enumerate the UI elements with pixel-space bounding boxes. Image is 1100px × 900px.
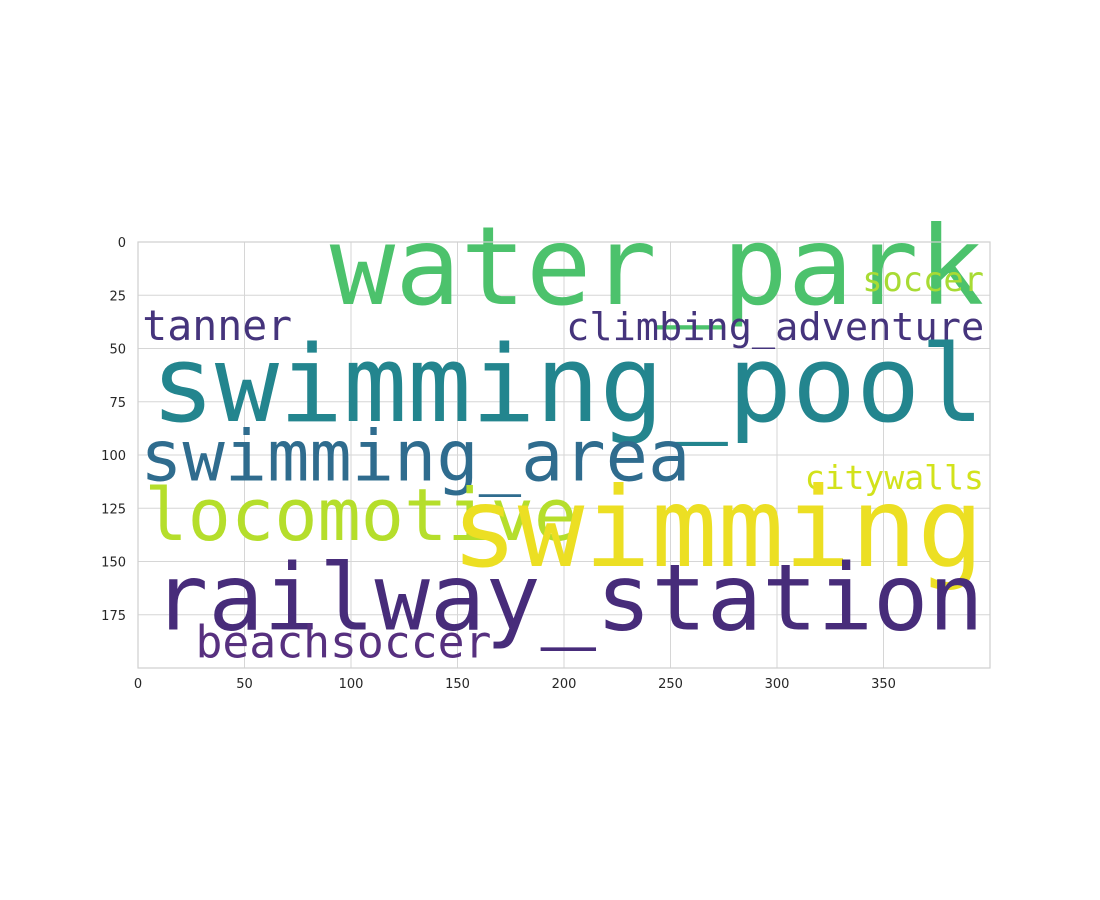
word-swimming-area: swimming_area <box>140 416 690 498</box>
y-tick-label: 175 <box>101 609 126 624</box>
x-tick-label: 50 <box>236 677 253 692</box>
y-tick-label: 75 <box>109 396 126 411</box>
word-swimming-pool: swimming_pool <box>151 323 985 447</box>
word-swimming: swimming <box>451 464 984 593</box>
word-citywalls: citywalls <box>805 458 984 497</box>
x-tick-label: 300 <box>765 677 790 692</box>
x-tick-label: 150 <box>445 677 470 692</box>
word-beachsoccer: beachsoccer <box>196 616 492 668</box>
word-climbing-adventure: climbing_adventure <box>566 305 984 350</box>
x-tick-label: 250 <box>658 677 683 692</box>
y-tick-label: 0 <box>118 236 126 251</box>
x-tick-label: 0 <box>134 677 142 692</box>
y-tick-label: 125 <box>101 502 126 517</box>
y-tick-label: 25 <box>109 289 126 304</box>
x-tick-label: 100 <box>339 677 364 692</box>
x-tick-label: 350 <box>871 677 896 692</box>
y-tick-label: 50 <box>109 343 126 358</box>
y-tick-label: 100 <box>101 449 126 464</box>
word-railway-station: railway_station <box>153 545 984 652</box>
y-tick-label: 150 <box>101 556 126 571</box>
grid-lines <box>137 241 990 668</box>
word-tanner: tanner <box>142 301 292 350</box>
word-water-park: water_park <box>330 203 984 330</box>
word-locomotive: locomotive <box>144 473 577 557</box>
plot-frame <box>137 241 991 669</box>
axis-ticks: 0 50 100 150 200 250 300 350 0 25 50 75 100 125 150 175 <box>101 236 896 692</box>
x-tick-label: 200 <box>552 677 577 692</box>
word-soccer: soccer <box>862 260 984 299</box>
